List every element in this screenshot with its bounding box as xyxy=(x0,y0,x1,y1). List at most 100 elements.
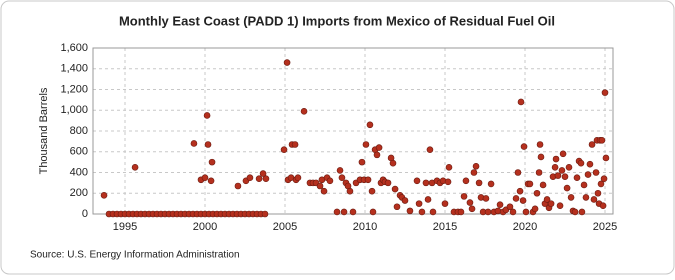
point xyxy=(429,208,437,216)
point xyxy=(389,159,397,167)
y-tick-label: 1,000 xyxy=(60,104,88,116)
point xyxy=(561,173,569,180)
point xyxy=(531,205,539,213)
point xyxy=(280,146,288,153)
point xyxy=(567,194,575,201)
point xyxy=(368,187,376,195)
point xyxy=(422,179,430,187)
point xyxy=(203,112,211,119)
point xyxy=(470,169,478,176)
point xyxy=(131,164,139,171)
y-tick-label: 1,400 xyxy=(60,63,88,75)
point xyxy=(588,141,596,148)
point xyxy=(520,143,528,150)
point xyxy=(466,199,474,206)
point xyxy=(255,175,263,183)
point xyxy=(362,141,370,148)
point xyxy=(594,189,602,197)
point xyxy=(602,154,610,162)
point xyxy=(571,208,579,216)
point xyxy=(426,146,434,153)
y-tick-label: 200 xyxy=(70,187,88,199)
point xyxy=(506,203,514,211)
point xyxy=(543,196,551,203)
x-tick-label: 2020 xyxy=(513,221,537,233)
point xyxy=(475,179,483,187)
point xyxy=(457,208,465,216)
point xyxy=(468,205,476,213)
point xyxy=(514,169,522,176)
point xyxy=(573,174,581,181)
point xyxy=(259,170,267,177)
point xyxy=(316,182,324,190)
point xyxy=(526,180,534,188)
point xyxy=(204,141,212,148)
source-note: Source: U.S. Energy Information Administ… xyxy=(30,250,240,261)
point xyxy=(512,195,520,202)
point xyxy=(401,197,409,204)
point xyxy=(294,174,302,181)
point xyxy=(333,208,341,216)
point xyxy=(201,174,209,181)
point xyxy=(563,184,571,192)
point xyxy=(536,141,544,148)
y-tick-label: 600 xyxy=(70,146,88,158)
point xyxy=(441,200,449,207)
x-tick-label: 2005 xyxy=(273,221,297,233)
point xyxy=(519,197,527,204)
point xyxy=(261,210,269,218)
point xyxy=(445,164,453,171)
point xyxy=(207,177,215,185)
x-tick-label: 1995 xyxy=(113,221,137,233)
point xyxy=(190,140,198,147)
point xyxy=(346,187,354,195)
y-tick-label: 0 xyxy=(82,208,88,220)
point xyxy=(565,164,573,171)
point xyxy=(556,202,564,209)
point xyxy=(586,160,594,168)
point xyxy=(413,177,421,185)
x-tick-label: 2010 xyxy=(353,221,377,233)
point xyxy=(406,207,414,215)
point xyxy=(384,179,392,187)
point xyxy=(391,185,399,193)
point xyxy=(558,167,566,174)
point xyxy=(547,200,555,207)
point xyxy=(283,59,291,66)
x-tick-label: 2025 xyxy=(593,221,617,233)
point xyxy=(291,141,299,148)
point xyxy=(517,98,525,106)
point xyxy=(551,164,559,171)
point xyxy=(516,187,524,195)
point xyxy=(444,178,452,186)
point xyxy=(522,208,530,216)
point xyxy=(460,193,468,200)
chart-title: Monthly East Coast (PADD 1) Imports from… xyxy=(119,13,555,28)
point xyxy=(336,167,344,174)
point xyxy=(366,121,374,129)
point xyxy=(462,177,470,185)
point xyxy=(369,208,377,216)
point xyxy=(533,189,541,197)
point xyxy=(599,202,607,209)
point xyxy=(552,155,560,163)
point xyxy=(601,89,609,96)
point xyxy=(598,137,606,144)
point xyxy=(373,151,381,159)
point xyxy=(600,175,608,183)
point xyxy=(375,144,383,151)
point xyxy=(592,169,600,176)
point xyxy=(300,107,308,115)
point xyxy=(424,196,432,203)
point xyxy=(234,182,242,190)
point xyxy=(590,196,598,203)
point xyxy=(482,195,490,202)
point xyxy=(418,208,426,216)
point xyxy=(584,171,592,178)
point xyxy=(537,153,545,161)
y-tick-label: 1,200 xyxy=(60,83,88,95)
point xyxy=(487,180,495,188)
point xyxy=(484,208,492,216)
point xyxy=(559,150,567,158)
y-tick-label: 400 xyxy=(70,166,88,178)
